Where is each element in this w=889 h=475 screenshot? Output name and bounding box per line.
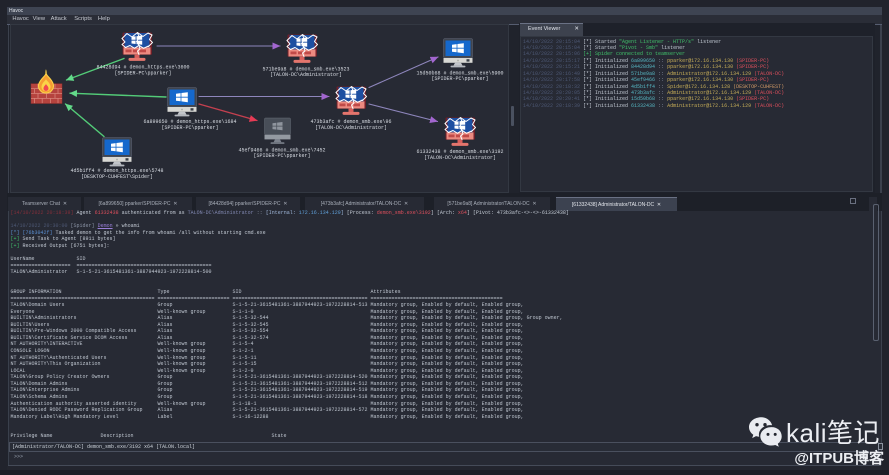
svg-text:61332438 # demon_smb.exe\3192: 61332438 # demon_smb.exe\3192 [416,149,503,155]
svg-text:[DESKTOP-CUHFEST\Spider]: [DESKTOP-CUHFEST\Spider] [81,173,153,179]
svg-text:[TALON-DC\Administrator]: [TALON-DC\Administrator] [270,72,342,78]
svg-text:[SPIDER-PC\pparker]: [SPIDER-PC\pparker] [253,153,310,159]
svg-text:[SPIDER-PC\pparker]: [SPIDER-PC\pparker] [114,70,171,76]
svg-text:4d5b1ff4 # demon_https.exe\574: 4d5b1ff4 # demon_https.exe\5748 [70,168,163,174]
svg-text:571be9a8 # demon_smb.exe\3523: 571be9a8 # demon_smb.exe\3523 [262,66,349,72]
svg-text:6a899650 # demon_https.exe\168: 6a899650 # demon_https.exe\1684 [143,119,236,125]
svg-text:473b3afc # demon_smb.exe\96: 473b3afc # demon_smb.exe\96 [310,119,391,125]
svg-text:[SPIDER-PC\pparker]: [SPIDER-PC\pparker] [161,124,218,130]
svg-text:[TALON-DC\Administrator]: [TALON-DC\Administrator] [424,154,496,160]
svg-text:84428d94 # demon_https.exe\360: 84428d94 # demon_https.exe\3600 [96,64,189,70]
svg-text:[SPIDER-PC\pparker]: [SPIDER-PC\pparker] [431,76,488,82]
svg-text:45ef9466 # demon_smb.exe\7452: 45ef9466 # demon_smb.exe\7452 [238,147,325,153]
svg-text:15d50b68 # demon_smb.exe\5900: 15d50b68 # demon_smb.exe\5900 [416,70,503,76]
svg-text:[TALON-DC\Administrator]: [TALON-DC\Administrator] [315,124,387,130]
